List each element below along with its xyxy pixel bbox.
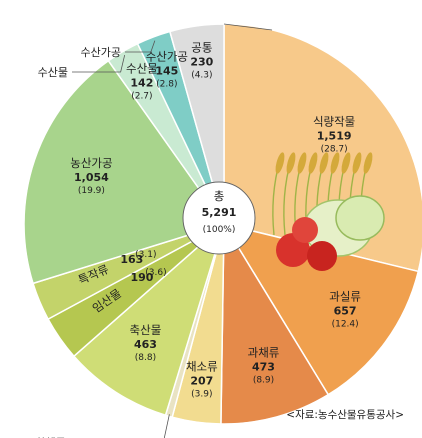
apple — [307, 241, 337, 271]
slice-pct-label: (4.3) — [191, 71, 212, 81]
slice-value-label: 163 — [120, 253, 143, 266]
slice-value-label: 1,519 — [317, 130, 352, 143]
rice-grain — [275, 152, 285, 174]
leader-line — [163, 414, 170, 438]
apple — [292, 217, 318, 243]
slice-value-label: 190 — [130, 271, 153, 284]
slice-pct-label: (28.7) — [321, 145, 348, 155]
rice-grain — [330, 152, 340, 174]
label-seafood: 수산물 — [126, 61, 158, 75]
slice-pct-label: (3.6) — [145, 268, 166, 278]
slice-value-label: 145 — [155, 64, 178, 77]
slice-pct-label: (3.1) — [135, 250, 156, 260]
total-title: 총 — [214, 189, 225, 203]
total-value: 5,291 — [202, 206, 237, 219]
rice-grain — [363, 152, 373, 174]
slice-value-label: 207 — [190, 374, 213, 387]
label-flowers: 화훼류 29(0.5) — [35, 436, 109, 438]
rice-grain — [308, 152, 318, 174]
slice-pct-label: (2.7) — [131, 91, 152, 101]
label-common: 공통 — [191, 41, 212, 55]
label-seafood-processed: 수산가공 — [146, 49, 188, 63]
label-vegetables: 채소류 — [186, 359, 218, 373]
leader-line — [125, 40, 156, 53]
slice-value-label: 142 — [130, 76, 153, 89]
leader-line — [72, 54, 126, 73]
rice-grain — [286, 152, 296, 174]
total-circle — [182, 181, 256, 255]
slice-value-label: 473 — [252, 361, 275, 374]
source-caption: <자료:농수산물유통공사> — [286, 409, 404, 421]
rice-grain — [352, 152, 362, 174]
label-livestock: 축산물 — [130, 323, 162, 337]
slice-pct-label: (8.9) — [253, 376, 274, 386]
slice-pct-label: (12.4) — [332, 320, 359, 330]
slice-value-label: 657 — [334, 305, 357, 318]
slice-pct-label: (3.9) — [191, 389, 212, 399]
cabbage — [335, 195, 385, 241]
slice-pct-label: (2.8) — [156, 79, 177, 89]
label-fruit-vegetables: 과채류 — [248, 346, 280, 360]
slice-value-label: 463 — [134, 338, 157, 351]
produce-illustration — [272, 152, 385, 271]
slice-outer-name: 수산가공 — [81, 46, 121, 59]
slice-outer-name: 수산물 — [38, 66, 68, 79]
slice-value-label: 1,054 — [74, 171, 109, 184]
slice-pct-label: (8.8) — [135, 353, 156, 363]
label-food-crops: 식량작물 — [313, 115, 355, 129]
total-pct: (100%) — [203, 225, 236, 235]
top-leader-line — [223, 23, 273, 31]
rice-grain — [297, 152, 307, 174]
rice-grain — [341, 152, 351, 174]
label-agri-processed: 농산가공 — [70, 156, 112, 170]
rice-grain — [319, 152, 329, 174]
label-fruits: 과실류 — [329, 290, 361, 304]
slice-value-label: 230 — [190, 56, 213, 69]
slice-pct-label: (19.9) — [78, 186, 105, 196]
